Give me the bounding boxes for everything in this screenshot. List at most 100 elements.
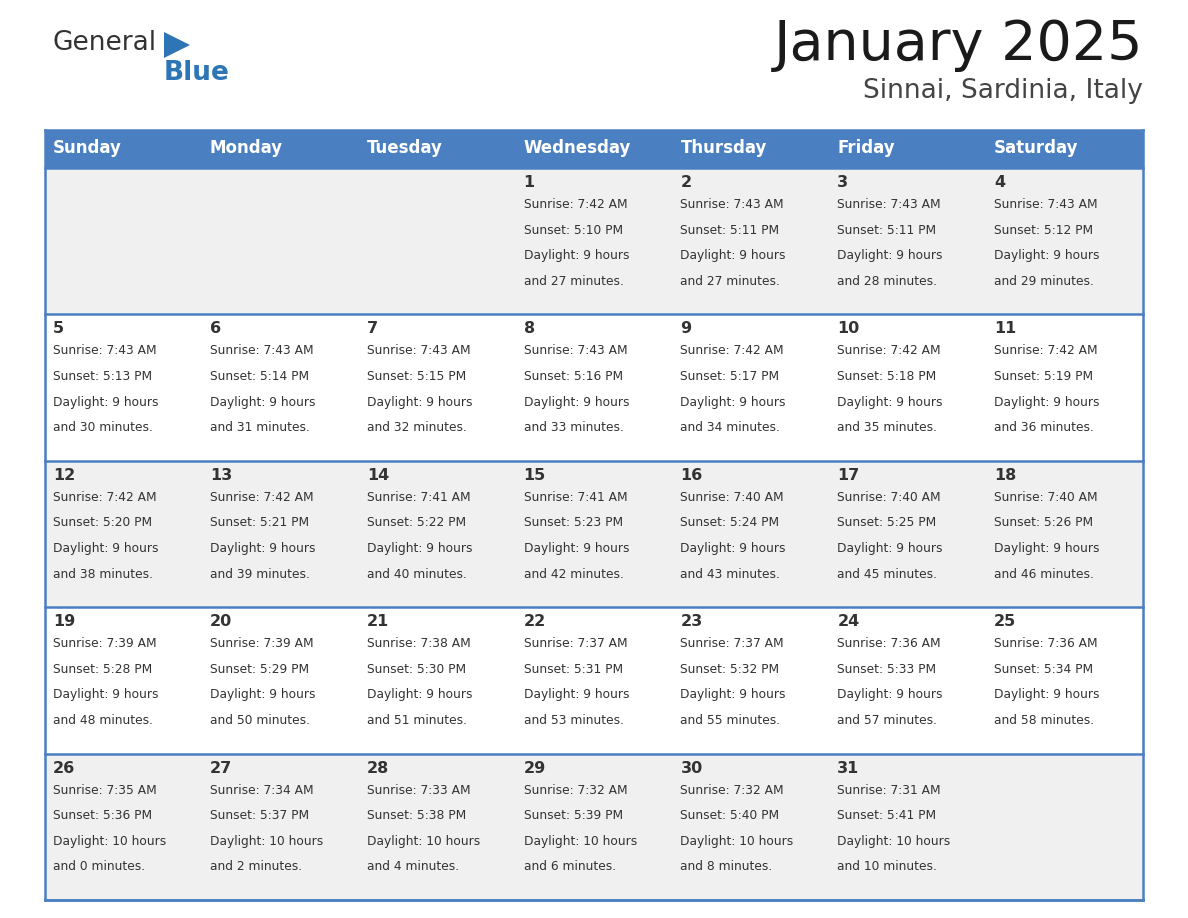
Text: Sunrise: 7:32 AM: Sunrise: 7:32 AM <box>681 784 784 797</box>
Text: Sunset: 5:39 PM: Sunset: 5:39 PM <box>524 810 623 823</box>
Text: Daylight: 9 hours: Daylight: 9 hours <box>994 396 1100 409</box>
Text: 10: 10 <box>838 321 860 336</box>
Text: Daylight: 9 hours: Daylight: 9 hours <box>210 688 315 701</box>
Text: and 53 minutes.: and 53 minutes. <box>524 714 624 727</box>
Text: Daylight: 9 hours: Daylight: 9 hours <box>994 250 1100 263</box>
Text: and 43 minutes.: and 43 minutes. <box>681 567 781 581</box>
Bar <box>672 461 829 607</box>
Text: Daylight: 9 hours: Daylight: 9 hours <box>838 688 943 701</box>
Text: and 46 minutes.: and 46 minutes. <box>994 567 1094 581</box>
Bar <box>359 607 516 754</box>
Text: Daylight: 9 hours: Daylight: 9 hours <box>53 396 158 409</box>
Bar <box>829 461 986 607</box>
Text: Sunrise: 7:36 AM: Sunrise: 7:36 AM <box>994 637 1098 650</box>
Text: Monday: Monday <box>210 140 283 157</box>
Text: Sunset: 5:40 PM: Sunset: 5:40 PM <box>681 810 779 823</box>
Text: 14: 14 <box>367 468 388 483</box>
Text: Sunset: 5:15 PM: Sunset: 5:15 PM <box>367 370 466 383</box>
Text: Daylight: 10 hours: Daylight: 10 hours <box>681 834 794 848</box>
Text: and 51 minutes.: and 51 minutes. <box>367 714 467 727</box>
Bar <box>986 168 1143 314</box>
Text: Sunrise: 7:42 AM: Sunrise: 7:42 AM <box>681 344 784 357</box>
Text: Daylight: 10 hours: Daylight: 10 hours <box>367 834 480 848</box>
Text: 30: 30 <box>681 761 702 776</box>
Text: 17: 17 <box>838 468 860 483</box>
Text: and 27 minutes.: and 27 minutes. <box>681 274 781 288</box>
Text: Daylight: 9 hours: Daylight: 9 hours <box>367 396 472 409</box>
Bar <box>45 314 202 461</box>
Text: Daylight: 9 hours: Daylight: 9 hours <box>681 396 786 409</box>
Text: Daylight: 9 hours: Daylight: 9 hours <box>994 688 1100 701</box>
Text: Sunset: 5:33 PM: Sunset: 5:33 PM <box>838 663 936 676</box>
Text: and 40 minutes.: and 40 minutes. <box>367 567 467 581</box>
Text: 11: 11 <box>994 321 1017 336</box>
Text: Sunrise: 7:43 AM: Sunrise: 7:43 AM <box>53 344 157 357</box>
Text: Sunset: 5:17 PM: Sunset: 5:17 PM <box>681 370 779 383</box>
Text: Daylight: 9 hours: Daylight: 9 hours <box>367 542 472 555</box>
Text: Friday: Friday <box>838 140 895 157</box>
Bar <box>829 754 986 900</box>
Text: Daylight: 10 hours: Daylight: 10 hours <box>53 834 166 848</box>
Text: Sunrise: 7:42 AM: Sunrise: 7:42 AM <box>838 344 941 357</box>
Text: Sunset: 5:38 PM: Sunset: 5:38 PM <box>367 810 466 823</box>
Text: Sunrise: 7:35 AM: Sunrise: 7:35 AM <box>53 784 157 797</box>
Text: Daylight: 9 hours: Daylight: 9 hours <box>681 542 786 555</box>
Text: 19: 19 <box>53 614 75 629</box>
Text: Thursday: Thursday <box>681 140 766 157</box>
Text: 25: 25 <box>994 614 1017 629</box>
Text: Sunrise: 7:33 AM: Sunrise: 7:33 AM <box>367 784 470 797</box>
Text: and 32 minutes.: and 32 minutes. <box>367 421 467 434</box>
Text: Blue: Blue <box>164 60 229 86</box>
Text: Daylight: 9 hours: Daylight: 9 hours <box>367 688 472 701</box>
Text: 13: 13 <box>210 468 232 483</box>
Text: 28: 28 <box>367 761 388 776</box>
Text: 9: 9 <box>681 321 691 336</box>
Bar <box>516 754 672 900</box>
Bar <box>45 754 202 900</box>
Text: 12: 12 <box>53 468 75 483</box>
Bar <box>359 130 516 168</box>
Text: Daylight: 9 hours: Daylight: 9 hours <box>53 688 158 701</box>
Polygon shape <box>164 32 190 58</box>
Text: Sunrise: 7:41 AM: Sunrise: 7:41 AM <box>367 491 470 504</box>
Text: 21: 21 <box>367 614 388 629</box>
Text: and 0 minutes.: and 0 minutes. <box>53 860 145 873</box>
Text: and 2 minutes.: and 2 minutes. <box>210 860 302 873</box>
Bar <box>672 130 829 168</box>
Text: 22: 22 <box>524 614 545 629</box>
Text: and 10 minutes.: and 10 minutes. <box>838 860 937 873</box>
Text: Sunset: 5:24 PM: Sunset: 5:24 PM <box>681 517 779 530</box>
Text: Sunrise: 7:34 AM: Sunrise: 7:34 AM <box>210 784 314 797</box>
Bar <box>829 314 986 461</box>
Text: Sunrise: 7:43 AM: Sunrise: 7:43 AM <box>524 344 627 357</box>
Text: and 36 minutes.: and 36 minutes. <box>994 421 1094 434</box>
Text: 15: 15 <box>524 468 545 483</box>
Text: and 6 minutes.: and 6 minutes. <box>524 860 615 873</box>
Text: Sunrise: 7:42 AM: Sunrise: 7:42 AM <box>53 491 157 504</box>
Text: Sunrise: 7:37 AM: Sunrise: 7:37 AM <box>681 637 784 650</box>
Text: Sunset: 5:23 PM: Sunset: 5:23 PM <box>524 517 623 530</box>
Text: Daylight: 9 hours: Daylight: 9 hours <box>681 250 786 263</box>
Text: Sunrise: 7:43 AM: Sunrise: 7:43 AM <box>681 198 784 211</box>
Text: 20: 20 <box>210 614 232 629</box>
Bar <box>359 461 516 607</box>
Text: and 55 minutes.: and 55 minutes. <box>681 714 781 727</box>
Bar <box>672 314 829 461</box>
Text: Daylight: 9 hours: Daylight: 9 hours <box>210 396 315 409</box>
Text: Daylight: 9 hours: Daylight: 9 hours <box>994 542 1100 555</box>
Bar <box>516 130 672 168</box>
Text: and 33 minutes.: and 33 minutes. <box>524 421 624 434</box>
Text: Sunrise: 7:42 AM: Sunrise: 7:42 AM <box>994 344 1098 357</box>
Text: Daylight: 10 hours: Daylight: 10 hours <box>838 834 950 848</box>
Text: Sunrise: 7:37 AM: Sunrise: 7:37 AM <box>524 637 627 650</box>
Text: and 58 minutes.: and 58 minutes. <box>994 714 1094 727</box>
Bar <box>45 168 202 314</box>
Text: Sunset: 5:22 PM: Sunset: 5:22 PM <box>367 517 466 530</box>
Text: 16: 16 <box>681 468 702 483</box>
Text: Sunset: 5:21 PM: Sunset: 5:21 PM <box>210 517 309 530</box>
Bar <box>202 314 359 461</box>
Text: General: General <box>52 30 156 56</box>
Text: Sunrise: 7:40 AM: Sunrise: 7:40 AM <box>681 491 784 504</box>
Text: and 28 minutes.: and 28 minutes. <box>838 274 937 288</box>
Bar <box>986 461 1143 607</box>
